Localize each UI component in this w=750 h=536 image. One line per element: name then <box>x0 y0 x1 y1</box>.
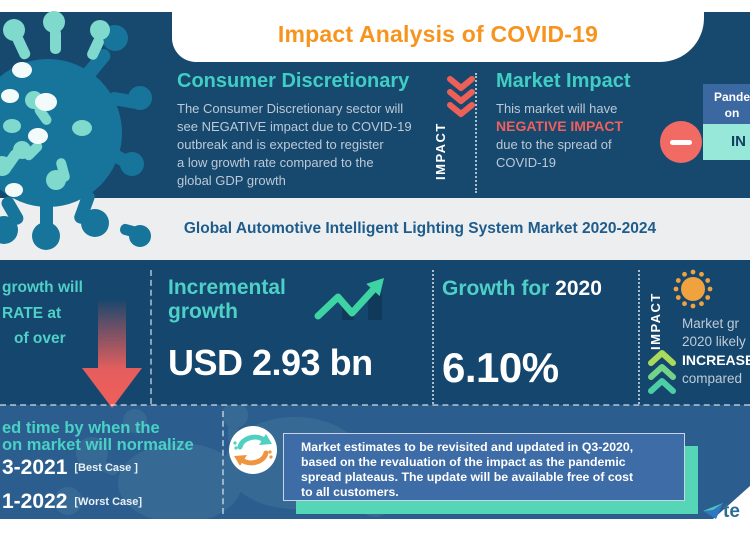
panel-header-line: on <box>724 106 740 121</box>
market-impact-heading: Market Impact <box>496 70 631 92</box>
consumer-body-line: The Consumer Discretionary sector will <box>177 101 404 116</box>
normalize-line: ed time by when the <box>2 419 160 437</box>
market-impact-line: due to the spread of <box>496 137 612 152</box>
bottom-white-strip <box>0 519 750 536</box>
corner-white-shape <box>694 486 750 536</box>
down-arrow-icon <box>82 298 142 408</box>
pandemic-panel-value: IN <box>703 124 750 160</box>
pandemic-panel-header: Pande on <box>703 84 750 124</box>
normalize-line: on market will normalize <box>2 436 194 454</box>
market-band-title: Global Automotive Intelligent Lighting S… <box>183 220 657 237</box>
callout-line: based on the revaluation of the impact a… <box>301 455 626 469</box>
header-banner: Impact Analysis of COVID-19 <box>172 0 704 62</box>
worst-case-row: 1-2022 [Worst Case] <box>2 490 142 514</box>
growth-2020-heading: Growth for 2020 <box>442 277 602 301</box>
technavio-logo-text: te <box>723 501 740 522</box>
growth-2020-value: 6.10% <box>442 344 559 391</box>
right-impact-line: compared <box>682 371 743 386</box>
minus-circle-icon <box>660 121 702 163</box>
best-case-value: 3-2021 <box>2 456 68 479</box>
technavio-logo-icon <box>703 503 723 519</box>
consumer-heading: Consumer Discretionary <box>177 70 410 92</box>
page-title: Impact Analysis of COVID-19 <box>277 20 599 47</box>
negative-impact-text: NEGATIVE IMPACT <box>496 118 624 134</box>
mid-divider-1 <box>150 270 152 404</box>
callout-line: Market estimates to be revisited and upd… <box>301 440 634 454</box>
right-impact-line: Market gr <box>682 316 740 331</box>
consumer-body-line: a low growth rate compared to the <box>177 155 374 170</box>
incremental-value: USD 2.93 bn <box>168 342 373 383</box>
growth-heading-accent: Growth for <box>442 277 550 300</box>
callout-line: spread plateaus. The update will be avai… <box>301 470 634 484</box>
growth-heading-year: 2020 <box>555 277 602 300</box>
right-impact-line-bold: INCREASE <box>682 352 750 368</box>
consumer-body-line: see NEGATIVE impact due to COVID-19 <box>177 119 412 134</box>
coronavirus-illustration <box>0 11 152 250</box>
consumer-body-line: outbreak and is expected to register <box>177 137 384 152</box>
incremental-heading: Incremental growth <box>168 276 286 324</box>
refresh-arrows-icon <box>229 426 277 474</box>
worst-case-value: 1-2022 <box>2 490 68 513</box>
impact-vertical-label-right: IMPACT <box>648 292 663 350</box>
virus-sun-icon <box>673 269 713 309</box>
mid-divider-2 <box>432 270 434 404</box>
minus-bar <box>670 139 692 145</box>
top-section-divider <box>475 73 477 193</box>
best-case-row: 3-2021 [Best Case ] <box>2 456 138 480</box>
incremental-heading-line: growth <box>168 300 238 323</box>
decline-fragment: growth will <box>2 279 83 296</box>
callout-box: Market estimates to be revisited and upd… <box>283 433 685 501</box>
horizontal-dashed-divider <box>0 404 750 406</box>
panel-header-line: Pande <box>713 90 750 104</box>
market-impact-line: COVID-19 <box>496 155 556 170</box>
incremental-heading-line: Incremental <box>168 276 286 299</box>
decline-fragment: of over <box>14 330 66 347</box>
market-impact-line: This market will have <box>496 101 618 116</box>
consumer-body-line: global GDP growth <box>177 173 286 188</box>
right-impact-line: 2020 likely <box>682 334 746 349</box>
callout-line: to all customers. <box>301 485 399 499</box>
mid-divider-3 <box>638 270 640 404</box>
decline-fragment: RATE at <box>2 305 62 322</box>
chevrons-down-icon <box>447 76 475 117</box>
best-case-label: [Best Case ] <box>74 462 138 474</box>
growth-arrow-icon <box>314 278 384 320</box>
bottom-divider <box>222 411 224 514</box>
chevrons-up-icon <box>648 350 676 394</box>
worst-case-label: [Worst Case] <box>74 496 143 508</box>
impact-vertical-label: IMPACT <box>433 122 448 180</box>
